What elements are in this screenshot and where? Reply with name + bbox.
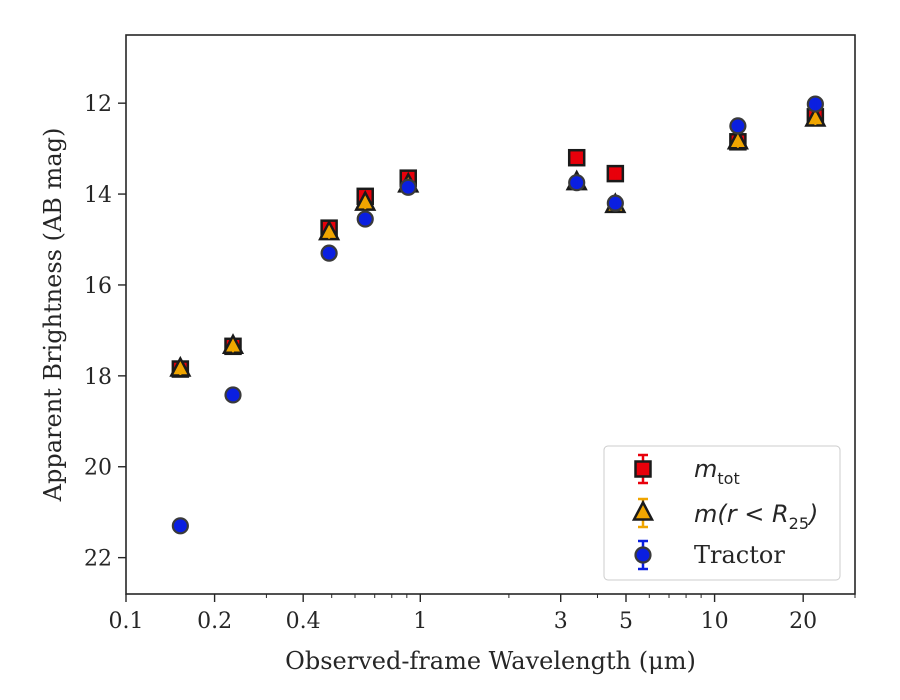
legend-marker-mtot	[634, 460, 652, 478]
legend-entry-mr25-main: m(r < R	[694, 500, 789, 528]
y-tick-label: 16	[84, 274, 112, 299]
legend-entry-mtot-sub: tot	[717, 469, 739, 488]
x-tick-label: 0.4	[286, 609, 321, 634]
x-tick-label: 10	[701, 609, 729, 634]
y-tick-label: 18	[84, 365, 112, 390]
y-axis-label: Apparent Brightness (AB mag)	[39, 128, 67, 503]
x-tick-label: 0.2	[197, 609, 232, 634]
legend-entry-tractor: Tractor	[694, 541, 785, 569]
legend-marker-tractor	[634, 546, 652, 564]
legend-box	[603, 445, 841, 581]
legend-entry-mtot-main: m	[694, 455, 717, 483]
y-tick-label: 22	[84, 547, 112, 572]
x-tick-label: 5	[619, 609, 633, 634]
legend-marker-mr25	[631, 499, 655, 521]
ticks-group: 0.1 0.2 0.4 1 3 5 10 20 12 14 16 18 20 22	[84, 92, 856, 634]
y-tick-label: 12	[84, 92, 112, 117]
legend-entry-mr25-sub: 25	[789, 514, 809, 533]
plot-frame	[125, 34, 856, 595]
points-group	[169, 95, 827, 535]
legend-markers	[631, 453, 655, 571]
legend-entry-mr25-close: )	[807, 500, 818, 528]
x-tick-label: 0.1	[109, 609, 144, 634]
legend-entry-mr25: m(r < R25)	[694, 500, 818, 533]
legend-entry-mtot: mtot	[694, 455, 740, 488]
x-tick-label: 1	[413, 609, 427, 634]
x-tick-label: 3	[554, 609, 568, 634]
y-tick-label: 14	[84, 183, 112, 208]
y-tick-label: 20	[84, 456, 112, 481]
x-axis-label: Observed-frame Wavelength (μm)	[285, 647, 696, 675]
legend: mtot m(r < R25) Tractor	[603, 445, 841, 581]
x-tick-label: 20	[789, 609, 817, 634]
